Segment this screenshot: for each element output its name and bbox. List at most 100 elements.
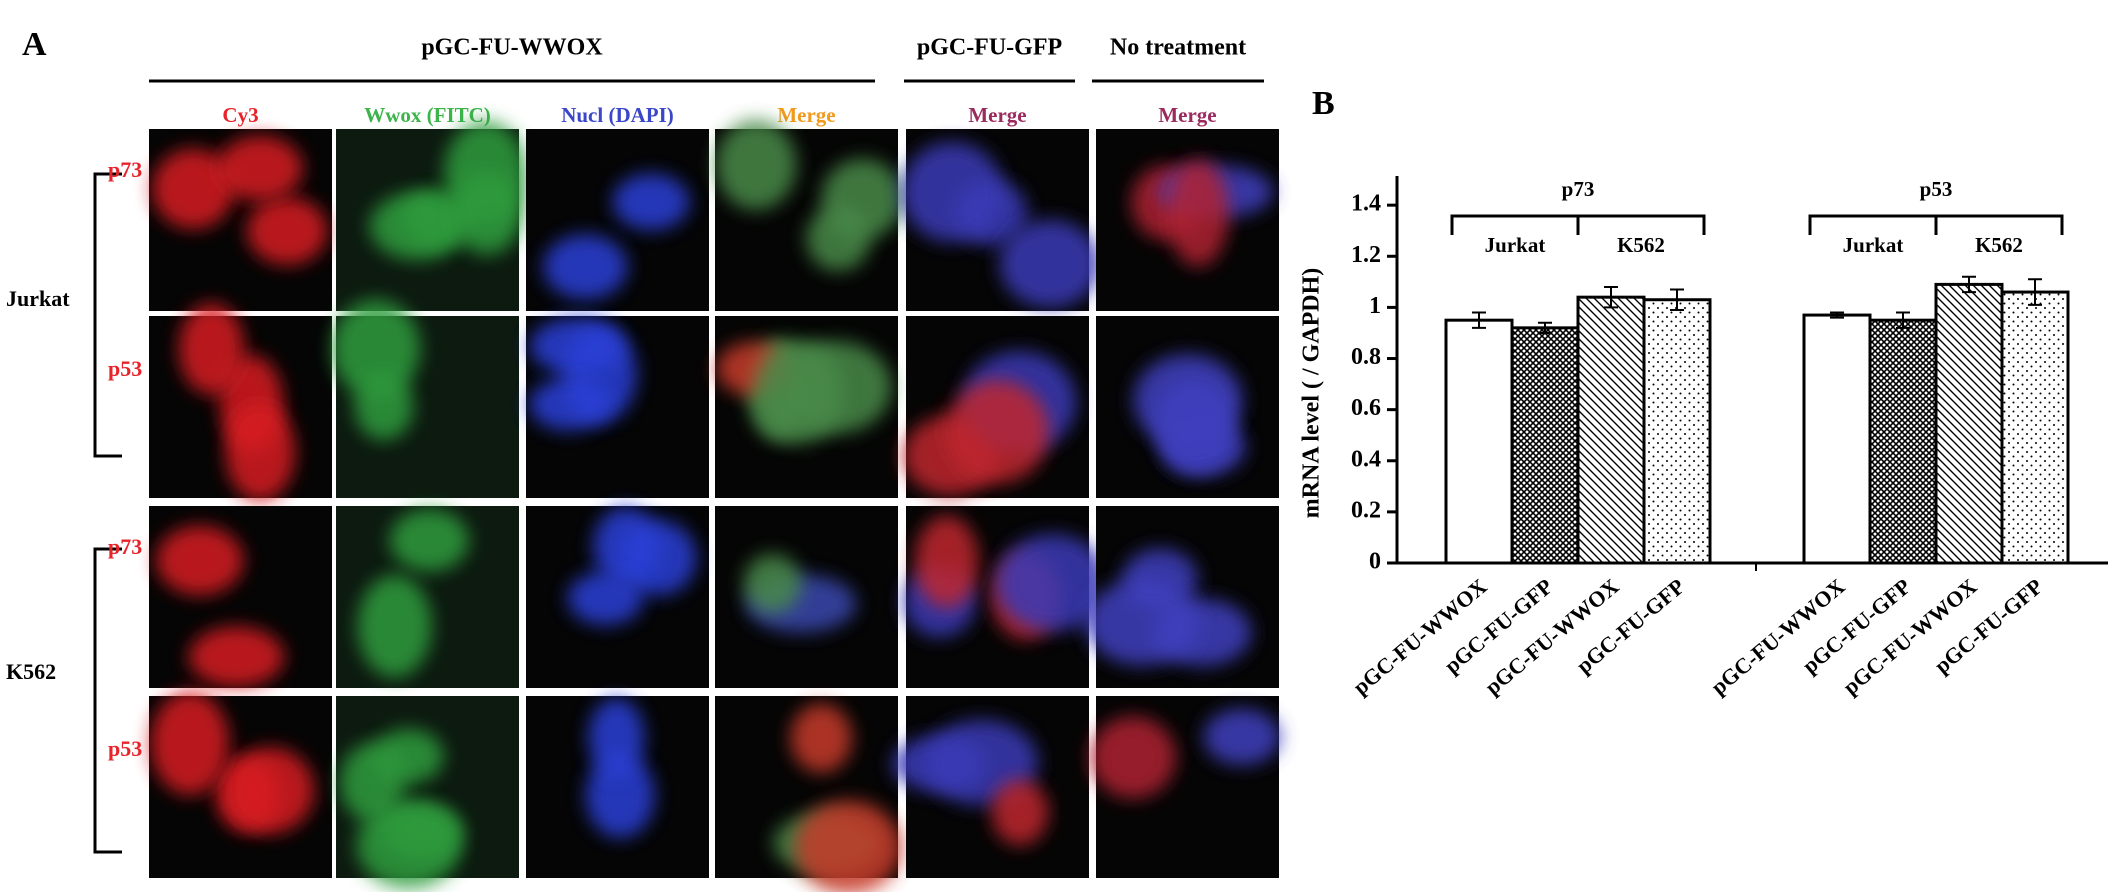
micrograph (715, 506, 898, 688)
micrograph (715, 316, 898, 498)
subgroup-label: K562 (1617, 233, 1665, 257)
micrograph (715, 119, 904, 311)
gene-label: p73 (108, 157, 142, 182)
cell (1167, 159, 1229, 267)
cell (795, 800, 902, 892)
micrograph (331, 299, 519, 498)
y-tick-label: 0.2 (1351, 497, 1381, 523)
cell (543, 234, 628, 300)
gene-label: p53 (108, 356, 142, 381)
bar (1868, 318, 1938, 565)
cell (452, 172, 523, 255)
micrograph (526, 129, 709, 311)
column-label: Cy3 (222, 103, 258, 127)
cell (996, 534, 1109, 632)
micrograph (1096, 129, 1279, 311)
cell (593, 506, 659, 586)
bar (1934, 282, 2004, 565)
cell (991, 779, 1049, 846)
cell (743, 554, 802, 614)
cell (1203, 708, 1281, 766)
bar (1510, 326, 1580, 565)
cell (529, 317, 623, 375)
cell (790, 703, 852, 773)
cell (225, 402, 296, 502)
micrograph (901, 129, 1101, 311)
bar (2000, 290, 2070, 565)
gene-label: p73 (108, 534, 142, 559)
cell (155, 525, 244, 596)
cell (331, 299, 421, 398)
micrograph (903, 506, 1109, 688)
cell (216, 135, 303, 201)
cell (588, 697, 645, 777)
column-label: Merge (968, 103, 1026, 127)
micrograph (149, 129, 332, 311)
panel-label: B (1312, 85, 1335, 122)
cell (999, 220, 1101, 308)
cell (715, 119, 797, 210)
cell (356, 802, 462, 889)
bar (1444, 318, 1514, 565)
subgroup-label: Jurkat (1485, 233, 1546, 257)
column-label: Merge (777, 103, 835, 127)
bracket (93, 547, 122, 854)
cell (945, 380, 1049, 484)
group-title: pGC-FU-GFP (917, 35, 1062, 61)
cell (226, 747, 315, 834)
micrograph (1085, 506, 1279, 688)
cell (901, 141, 1004, 243)
panel-label: A (22, 26, 47, 63)
micrograph (336, 696, 519, 889)
micrograph (1096, 316, 1279, 498)
cell (389, 509, 469, 572)
column-label: Merge (1158, 103, 1216, 127)
cell (188, 626, 285, 688)
micrograph (526, 696, 709, 878)
subgroup-label: Jurkat (1843, 233, 1904, 257)
bar (1642, 298, 1712, 565)
error-bar (1670, 288, 1684, 311)
cell (567, 571, 644, 625)
cell (150, 691, 230, 796)
bar (1576, 295, 1646, 565)
y-tick-label: 1 (1369, 293, 1381, 319)
micrograph (149, 506, 332, 688)
error-bar (1962, 275, 1976, 294)
y-tick-label: 0 (1369, 549, 1381, 575)
y-tick-label: 0.8 (1351, 344, 1381, 370)
y-tick-label: 0.4 (1351, 446, 1381, 472)
cell (754, 340, 844, 444)
micrograph (149, 691, 332, 878)
row-label: Jurkat (6, 286, 70, 311)
micrograph (149, 303, 332, 502)
group-title: pGC-FU-WWOX (421, 35, 603, 61)
error-bar (1538, 321, 1552, 334)
group-bracket (1450, 214, 1706, 235)
error-bar (1896, 311, 1910, 329)
cell (612, 173, 690, 231)
bracket (93, 172, 122, 458)
cell (821, 158, 904, 239)
error-bar (2028, 278, 2042, 306)
micrograph (715, 696, 902, 892)
group-bracket (1808, 214, 2064, 235)
error-bar (1830, 311, 1844, 319)
group-label: p53 (1920, 177, 1953, 201)
cell (357, 574, 432, 678)
row-label: K562 (6, 659, 56, 684)
micrograph (526, 316, 709, 498)
cell (246, 196, 328, 265)
bar (1802, 313, 1872, 565)
cell (369, 192, 466, 261)
micrograph (336, 506, 519, 688)
micrograph (891, 696, 1089, 878)
y-tick-label: 0.6 (1351, 395, 1381, 421)
micrograph (1090, 696, 1281, 878)
cell (1085, 579, 1200, 666)
subgroup-label: K562 (1975, 233, 2023, 257)
y-tick-label: 1.4 (1351, 191, 1381, 217)
y-axis-label: mRNA level ( / GAPDH) (1299, 268, 1325, 519)
cell (914, 515, 979, 608)
